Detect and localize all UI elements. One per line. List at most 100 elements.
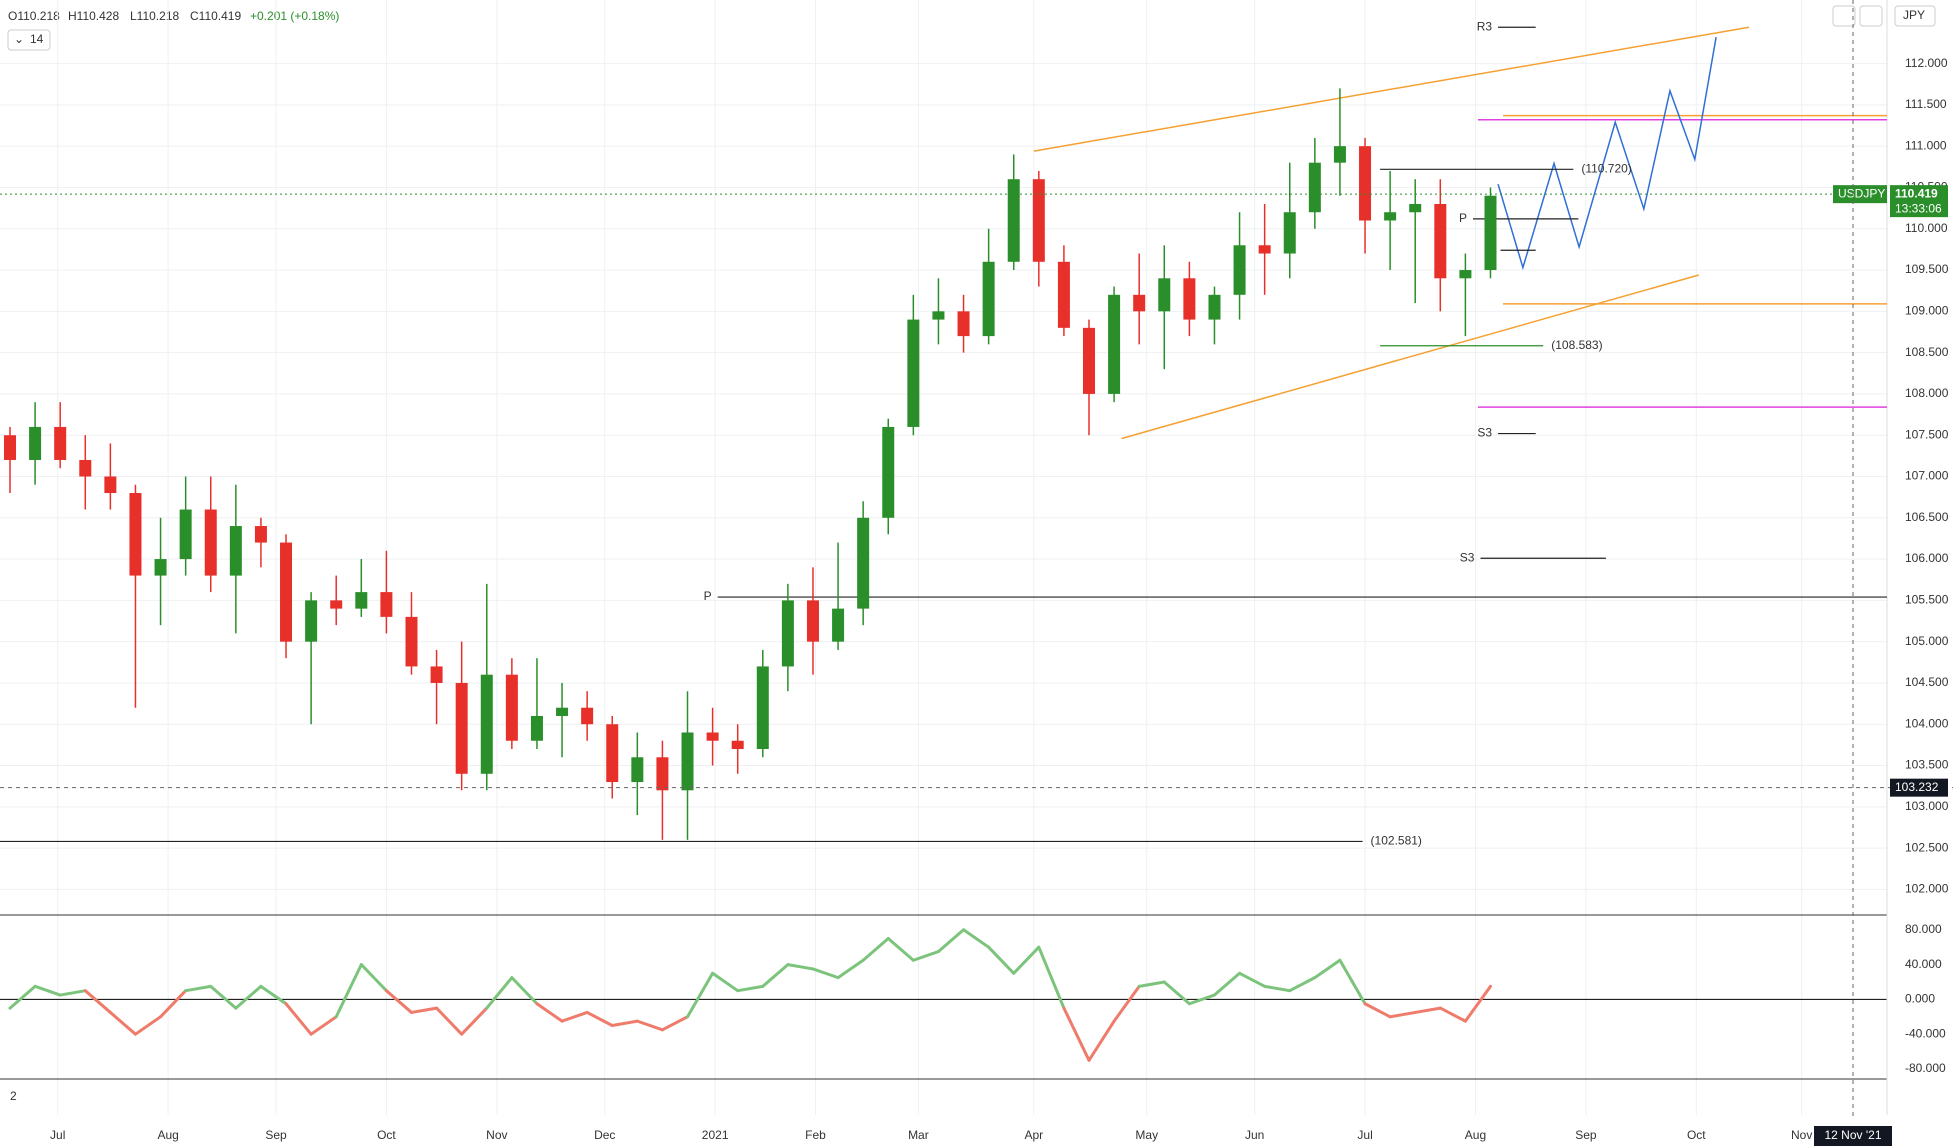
candle-body [631, 757, 644, 783]
oscillator-segment [409, 1006, 439, 1014]
x-tick-label: Jul [50, 1128, 65, 1142]
candle-body [606, 724, 619, 783]
reset-button[interactable] [1859, 5, 1883, 27]
drawing-line [1121, 274, 1700, 440]
oscillator-segment [209, 984, 238, 1010]
osc-tick-label: 0.000 [1905, 992, 1935, 1006]
osc-tick-label: -40.000 [1905, 1026, 1946, 1040]
oscillator-segment [1263, 984, 1292, 993]
candle-body [882, 426, 895, 518]
y-tick-label: 106.500 [1905, 510, 1949, 524]
candle-body [581, 707, 594, 725]
candle-body [706, 732, 719, 741]
candle-body [405, 616, 418, 667]
y-tick-label: 105.500 [1905, 593, 1949, 607]
oscillator-segment [535, 1002, 564, 1023]
candle-body [1032, 179, 1045, 262]
oscillator-segment [786, 963, 815, 971]
pane2-label: 2 [10, 1089, 17, 1103]
y-tick-label: 102.500 [1905, 840, 1949, 854]
countdown-label: 13:33:06 [1895, 201, 1942, 215]
candle-body [932, 311, 945, 320]
y-tick-label: 104.500 [1905, 675, 1949, 689]
candle-body [756, 666, 769, 750]
oscillator-segment [1313, 958, 1342, 980]
price-tag [1890, 185, 1948, 218]
candle-body [1183, 278, 1196, 320]
candle-body [480, 674, 493, 774]
y-tick-label: 106.000 [1905, 551, 1949, 565]
candle-body [1233, 245, 1246, 295]
oscillator-segment [585, 1010, 614, 1027]
candle-body [455, 682, 468, 774]
candle-body [1057, 261, 1070, 328]
drawing-line [1497, 37, 1717, 271]
candle-body [1158, 278, 1171, 312]
candle-body [1308, 162, 1321, 213]
crosshair-label: 103.232 [1895, 780, 1939, 794]
oscillator-segment [1388, 1010, 1417, 1019]
candle-body [204, 509, 217, 576]
oscillator-segment [1137, 980, 1166, 988]
y-tick-label: 107.500 [1905, 427, 1949, 441]
oscillator-segment [359, 963, 388, 993]
candle-body [907, 319, 920, 427]
candle-body [1333, 146, 1346, 163]
osc-tick-label: -80.000 [1905, 1061, 1946, 1075]
ohlc-high: H110.428 [68, 9, 119, 23]
candle-body [1409, 203, 1422, 213]
candle-body [330, 600, 343, 609]
level-label: (110.720) [1581, 161, 1631, 175]
ohlc-close: C110.419 [190, 9, 241, 23]
y-tick-label: 111.000 [1905, 138, 1947, 152]
candle-body [957, 311, 970, 337]
level-label: S3 [1460, 550, 1475, 564]
drawing-line [1033, 26, 1750, 152]
currency-button[interactable] [1894, 5, 1936, 27]
level-label: R3 [1477, 19, 1493, 33]
candle-body [1108, 294, 1121, 394]
osc-tick-label: 40.000 [1905, 957, 1942, 971]
oscillator-segment [761, 963, 790, 988]
level-label: P [1459, 211, 1467, 225]
oscillator-segment [1363, 1002, 1392, 1019]
candle-body [556, 707, 569, 716]
oscillator-segment [635, 1019, 664, 1032]
osc-tick-label: 80.000 [1905, 922, 1942, 936]
last-price-label: 110.419 [1895, 186, 1938, 200]
indicator-button[interactable] [7, 29, 51, 51]
oscillator-segment [1062, 1006, 1091, 1062]
candle-body [430, 666, 443, 683]
x-tick-label: Sep [265, 1128, 287, 1142]
oscillator-segment [284, 1002, 313, 1036]
oscillator-segment [987, 945, 1016, 975]
crosshair-tag [1890, 778, 1948, 797]
oscillator-segment [510, 976, 539, 1006]
y-tick-label: 107.000 [1905, 469, 1949, 483]
candle-body [1359, 146, 1372, 221]
x-tick-label: Dec [594, 1128, 615, 1142]
oscillator-segment [184, 984, 213, 993]
oscillator-segment [936, 928, 966, 954]
candle-body [179, 509, 192, 560]
candle-body [656, 757, 669, 791]
date-tag [1814, 1126, 1892, 1146]
y-tick-label: 108.500 [1905, 345, 1949, 359]
y-tick-label: 112.000 [1905, 56, 1948, 70]
oscillator-segment [811, 967, 840, 980]
scroll-button[interactable] [1832, 5, 1856, 27]
candle-body [1384, 212, 1397, 221]
oscillator-segment [435, 1006, 464, 1036]
ohlc-change: +0.201 (+0.18%) [250, 9, 339, 23]
oscillator-segment [836, 958, 865, 980]
oscillator-segment [560, 1010, 589, 1023]
x-tick-label: Sep [1575, 1128, 1597, 1142]
candle-body [54, 426, 67, 460]
oscillator-segment [1338, 958, 1367, 1006]
level-label: S3 [1477, 426, 1492, 440]
oscillator-segment [660, 1015, 690, 1032]
candle-body [154, 559, 167, 576]
oscillator-segment [1112, 984, 1141, 1023]
oscillator-segment [8, 984, 37, 1010]
